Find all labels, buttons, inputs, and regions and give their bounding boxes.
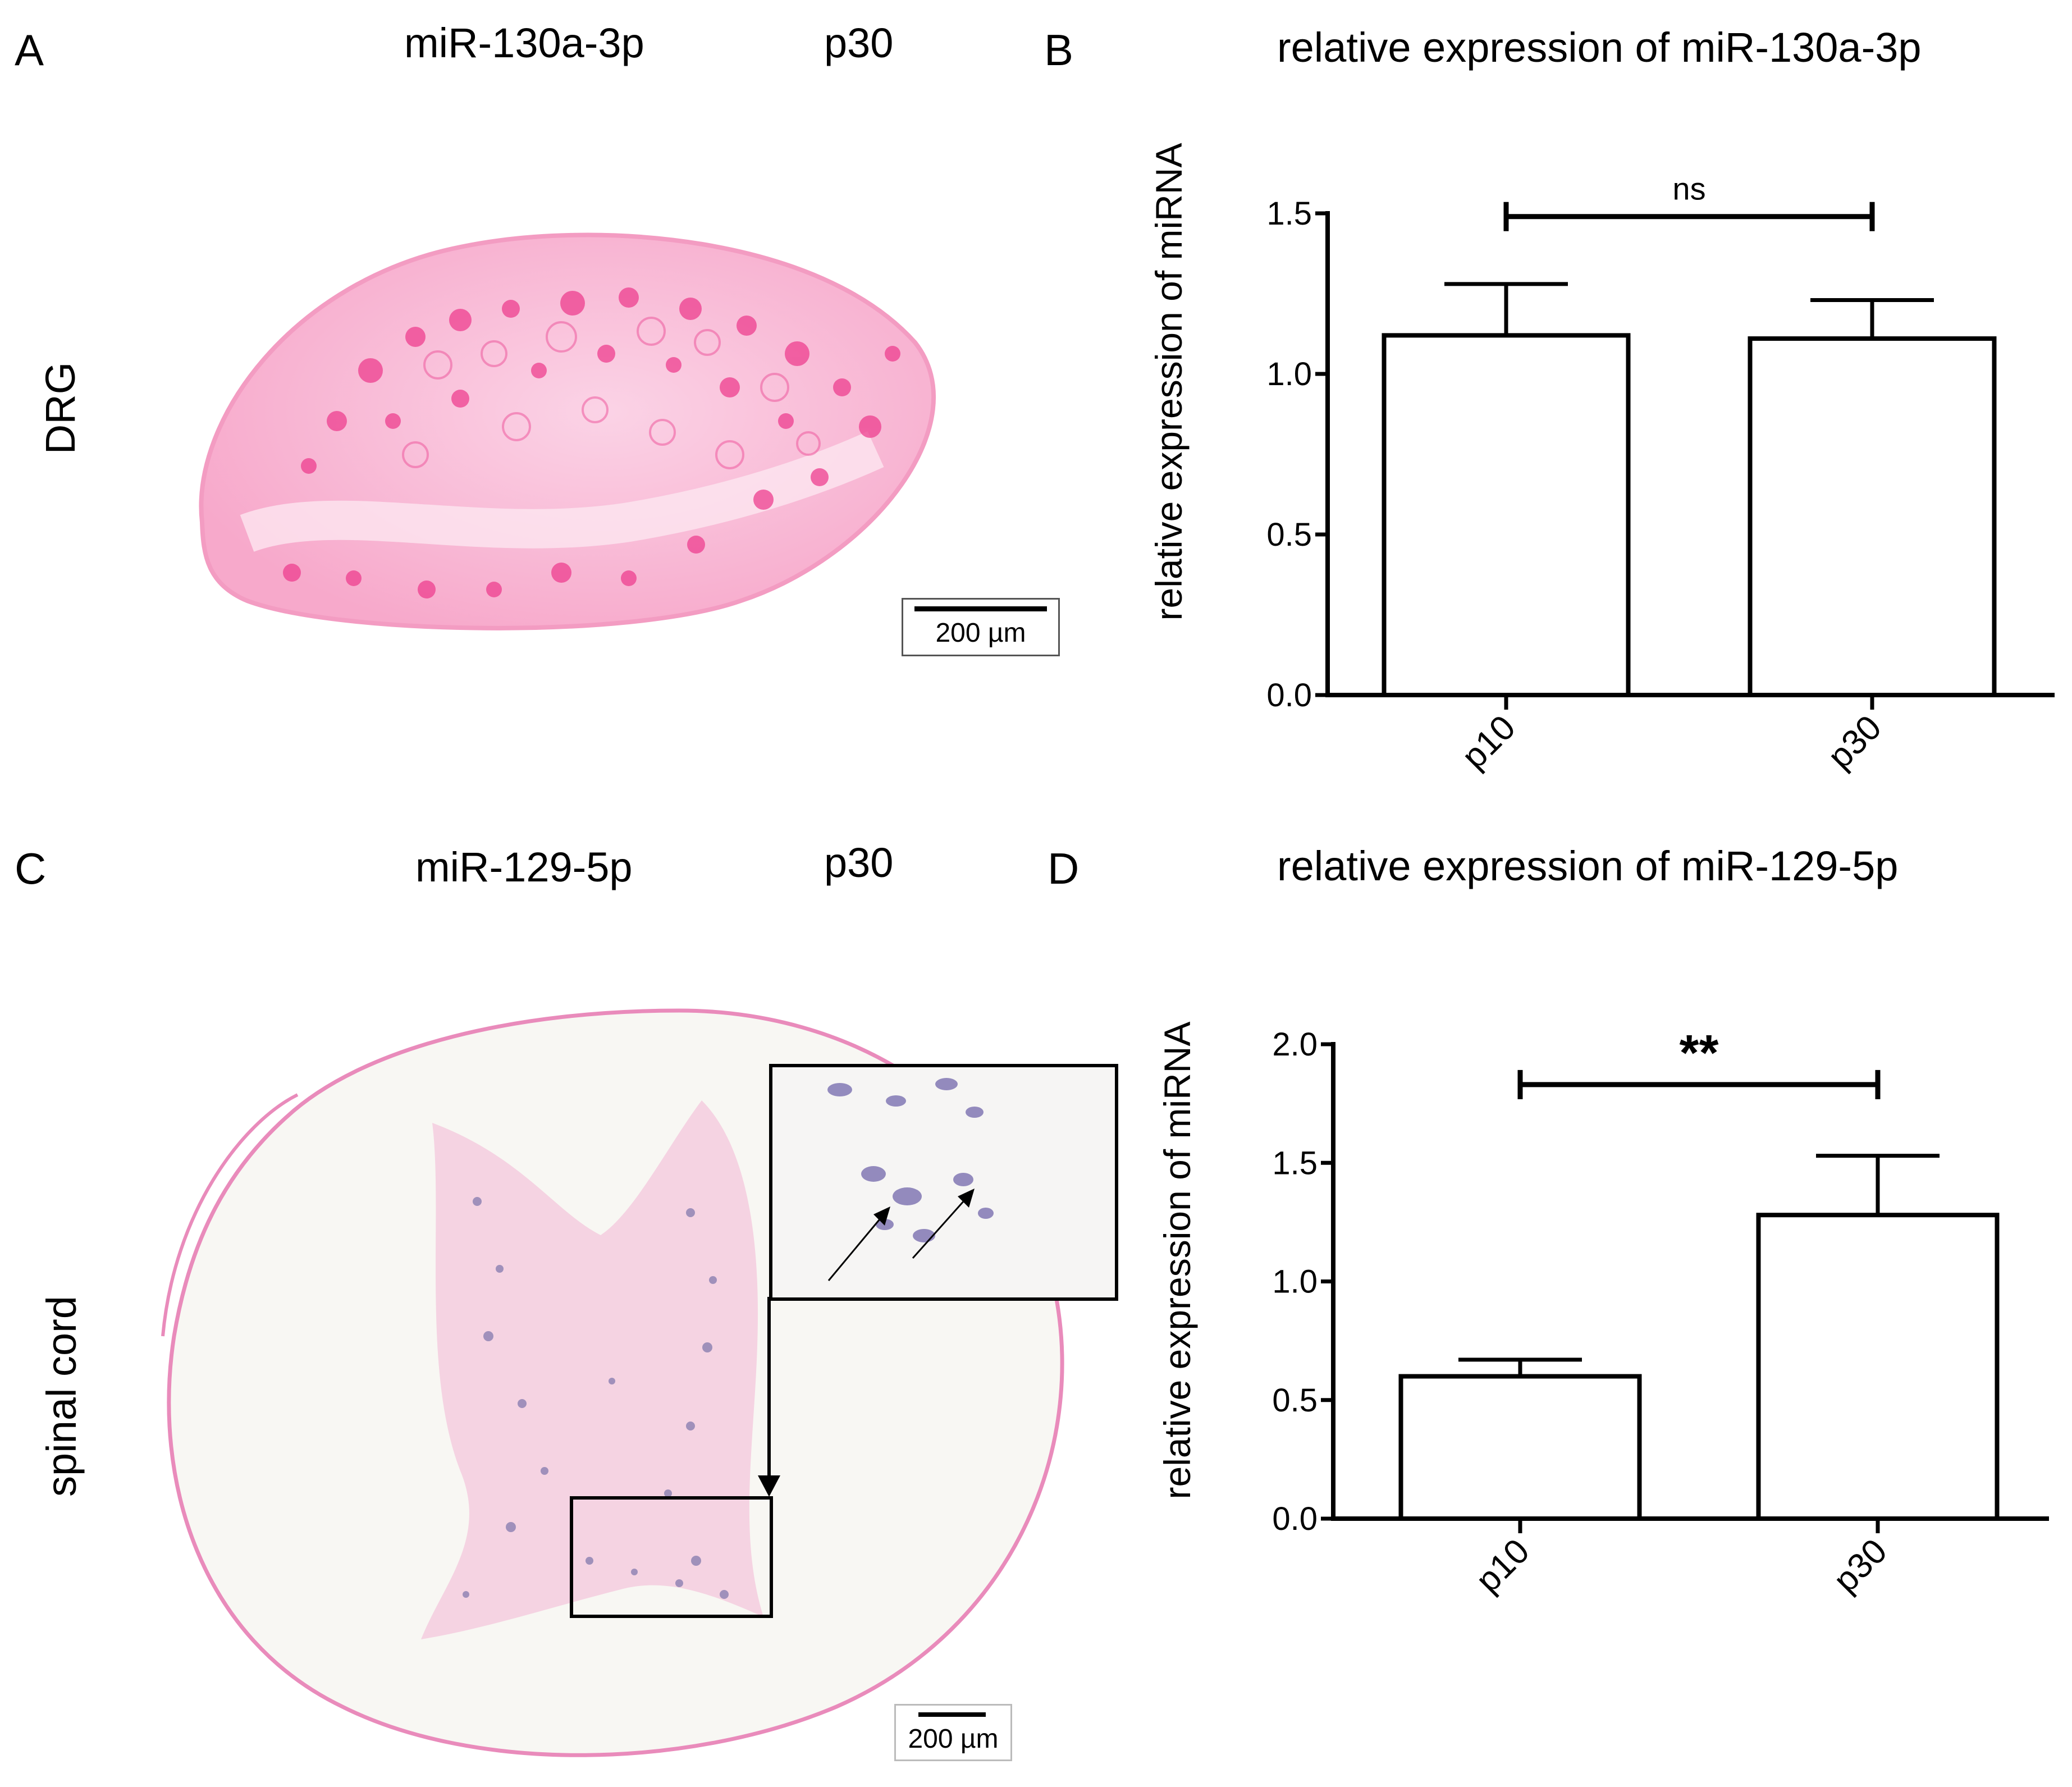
chart-d-significance-label: **: [1679, 1025, 1718, 1081]
chart-d-xtick-label-p30: p30: [1826, 1532, 1895, 1600]
chart-b-ytick-label: 0.5: [1266, 517, 1312, 553]
chart-b-xtick-label-p30: p30: [1821, 708, 1889, 776]
panel-c-scale-bar: 200 µm: [894, 1704, 1012, 1761]
chart-d-ytick-label: 0.5: [1272, 1382, 1318, 1419]
panel-a-tissue-label: DRG: [37, 362, 84, 455]
chart-b-xtick-label-p10: p10: [1454, 708, 1523, 776]
panel-b-title: relative expression of miR-130a-3p: [1277, 24, 1922, 71]
chart-d-ytick-label: 1.5: [1272, 1145, 1318, 1181]
panel-a-probe-label: miR-130a-3p: [404, 20, 644, 66]
chart-b-bar-p10: [1382, 333, 1631, 697]
panel-a-letter: A: [15, 25, 44, 75]
spinal-cord-region-box: [570, 1496, 773, 1618]
chart-d-xtick-label-p10: p10: [1469, 1532, 1537, 1600]
drg-micrograph: [199, 232, 936, 630]
chart-b-ytick-label: 1.0: [1266, 356, 1312, 392]
chart-b-ytick-label: 0.0: [1266, 677, 1312, 714]
chart-b-ytick-label: 1.5: [1266, 195, 1312, 232]
chart-d-ytick-label: 2.0: [1272, 1026, 1318, 1063]
panel-b-letter: B: [1044, 25, 1074, 75]
panel-d-letter: D: [1048, 844, 1080, 893]
chart-b-significance-label: ns: [1672, 171, 1705, 207]
panel-a-scale-label: 200 µm: [935, 618, 1026, 648]
chart-d-y-axis-label: relative expression of miRNA: [1156, 1022, 1198, 1500]
chart-d-ytick-label: 0.0: [1272, 1501, 1318, 1537]
inset-arrow-1: [827, 1213, 886, 1281]
inset-micrograph: [827, 1078, 994, 1281]
panel-c-letter: C: [15, 844, 47, 893]
panel-c-tissue-label: spinal cord: [38, 1296, 85, 1497]
panel-c-scale-label: 200 µm: [908, 1724, 999, 1754]
chart-b-bar-p30: [1748, 336, 1997, 697]
inset-arrow-2: [912, 1195, 970, 1259]
panel-a-age-label: p30: [824, 20, 894, 66]
chart-b-y-axis-label: relative expression of miRNA: [1148, 143, 1190, 621]
panel-c-age-label: p30: [824, 839, 894, 886]
panel-a-scale-bar: 200 µm: [902, 598, 1060, 656]
panel-d-title: relative expression of miR-129-5p: [1277, 843, 1899, 889]
spinal-cord-inset: [769, 1064, 1118, 1301]
panel-c-probe-label: miR-129-5p: [415, 844, 633, 890]
inset-connector-arrowhead: [758, 1475, 780, 1497]
chart-d-bar-p10: [1398, 1374, 1642, 1521]
chart-d-ytick-label: 1.0: [1272, 1264, 1318, 1300]
chart-d-bar-p30: [1756, 1213, 2000, 1521]
chart-b-bar-chart: 0.0 0.5 1.0 1.5 relative expression of miRNA…: [1148, 143, 2055, 776]
inset-connector-line: [767, 1297, 771, 1478]
chart-d-bar-chart: 0.0 0.5 1.0 1.5 2.0 relative expression of mi…: [1156, 1022, 2049, 1600]
